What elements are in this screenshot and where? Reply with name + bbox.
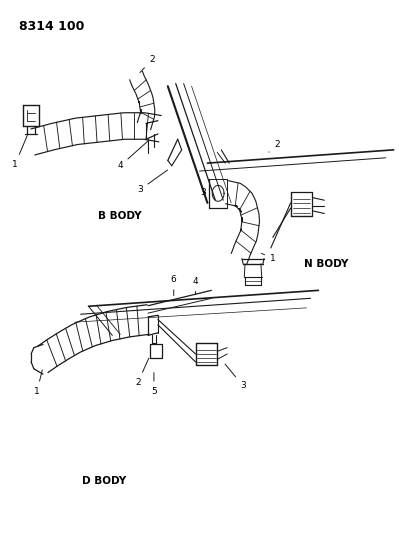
Text: B BODY: B BODY xyxy=(99,211,142,221)
Text: 4: 4 xyxy=(193,277,198,294)
Text: 6: 6 xyxy=(171,275,177,295)
Text: 2: 2 xyxy=(140,55,155,72)
Text: N BODY: N BODY xyxy=(304,259,348,269)
Text: 5: 5 xyxy=(151,373,157,395)
Text: 3: 3 xyxy=(225,364,246,390)
Text: D BODY: D BODY xyxy=(82,477,126,486)
Text: 1: 1 xyxy=(34,370,42,395)
Text: 3: 3 xyxy=(137,170,168,194)
Text: 3: 3 xyxy=(201,188,209,197)
Text: 1: 1 xyxy=(261,253,276,263)
Text: 2: 2 xyxy=(269,140,280,152)
Text: 4: 4 xyxy=(117,141,148,170)
Text: 8314 100: 8314 100 xyxy=(19,20,85,33)
Text: 2: 2 xyxy=(135,358,149,386)
Text: 1: 1 xyxy=(12,135,27,168)
